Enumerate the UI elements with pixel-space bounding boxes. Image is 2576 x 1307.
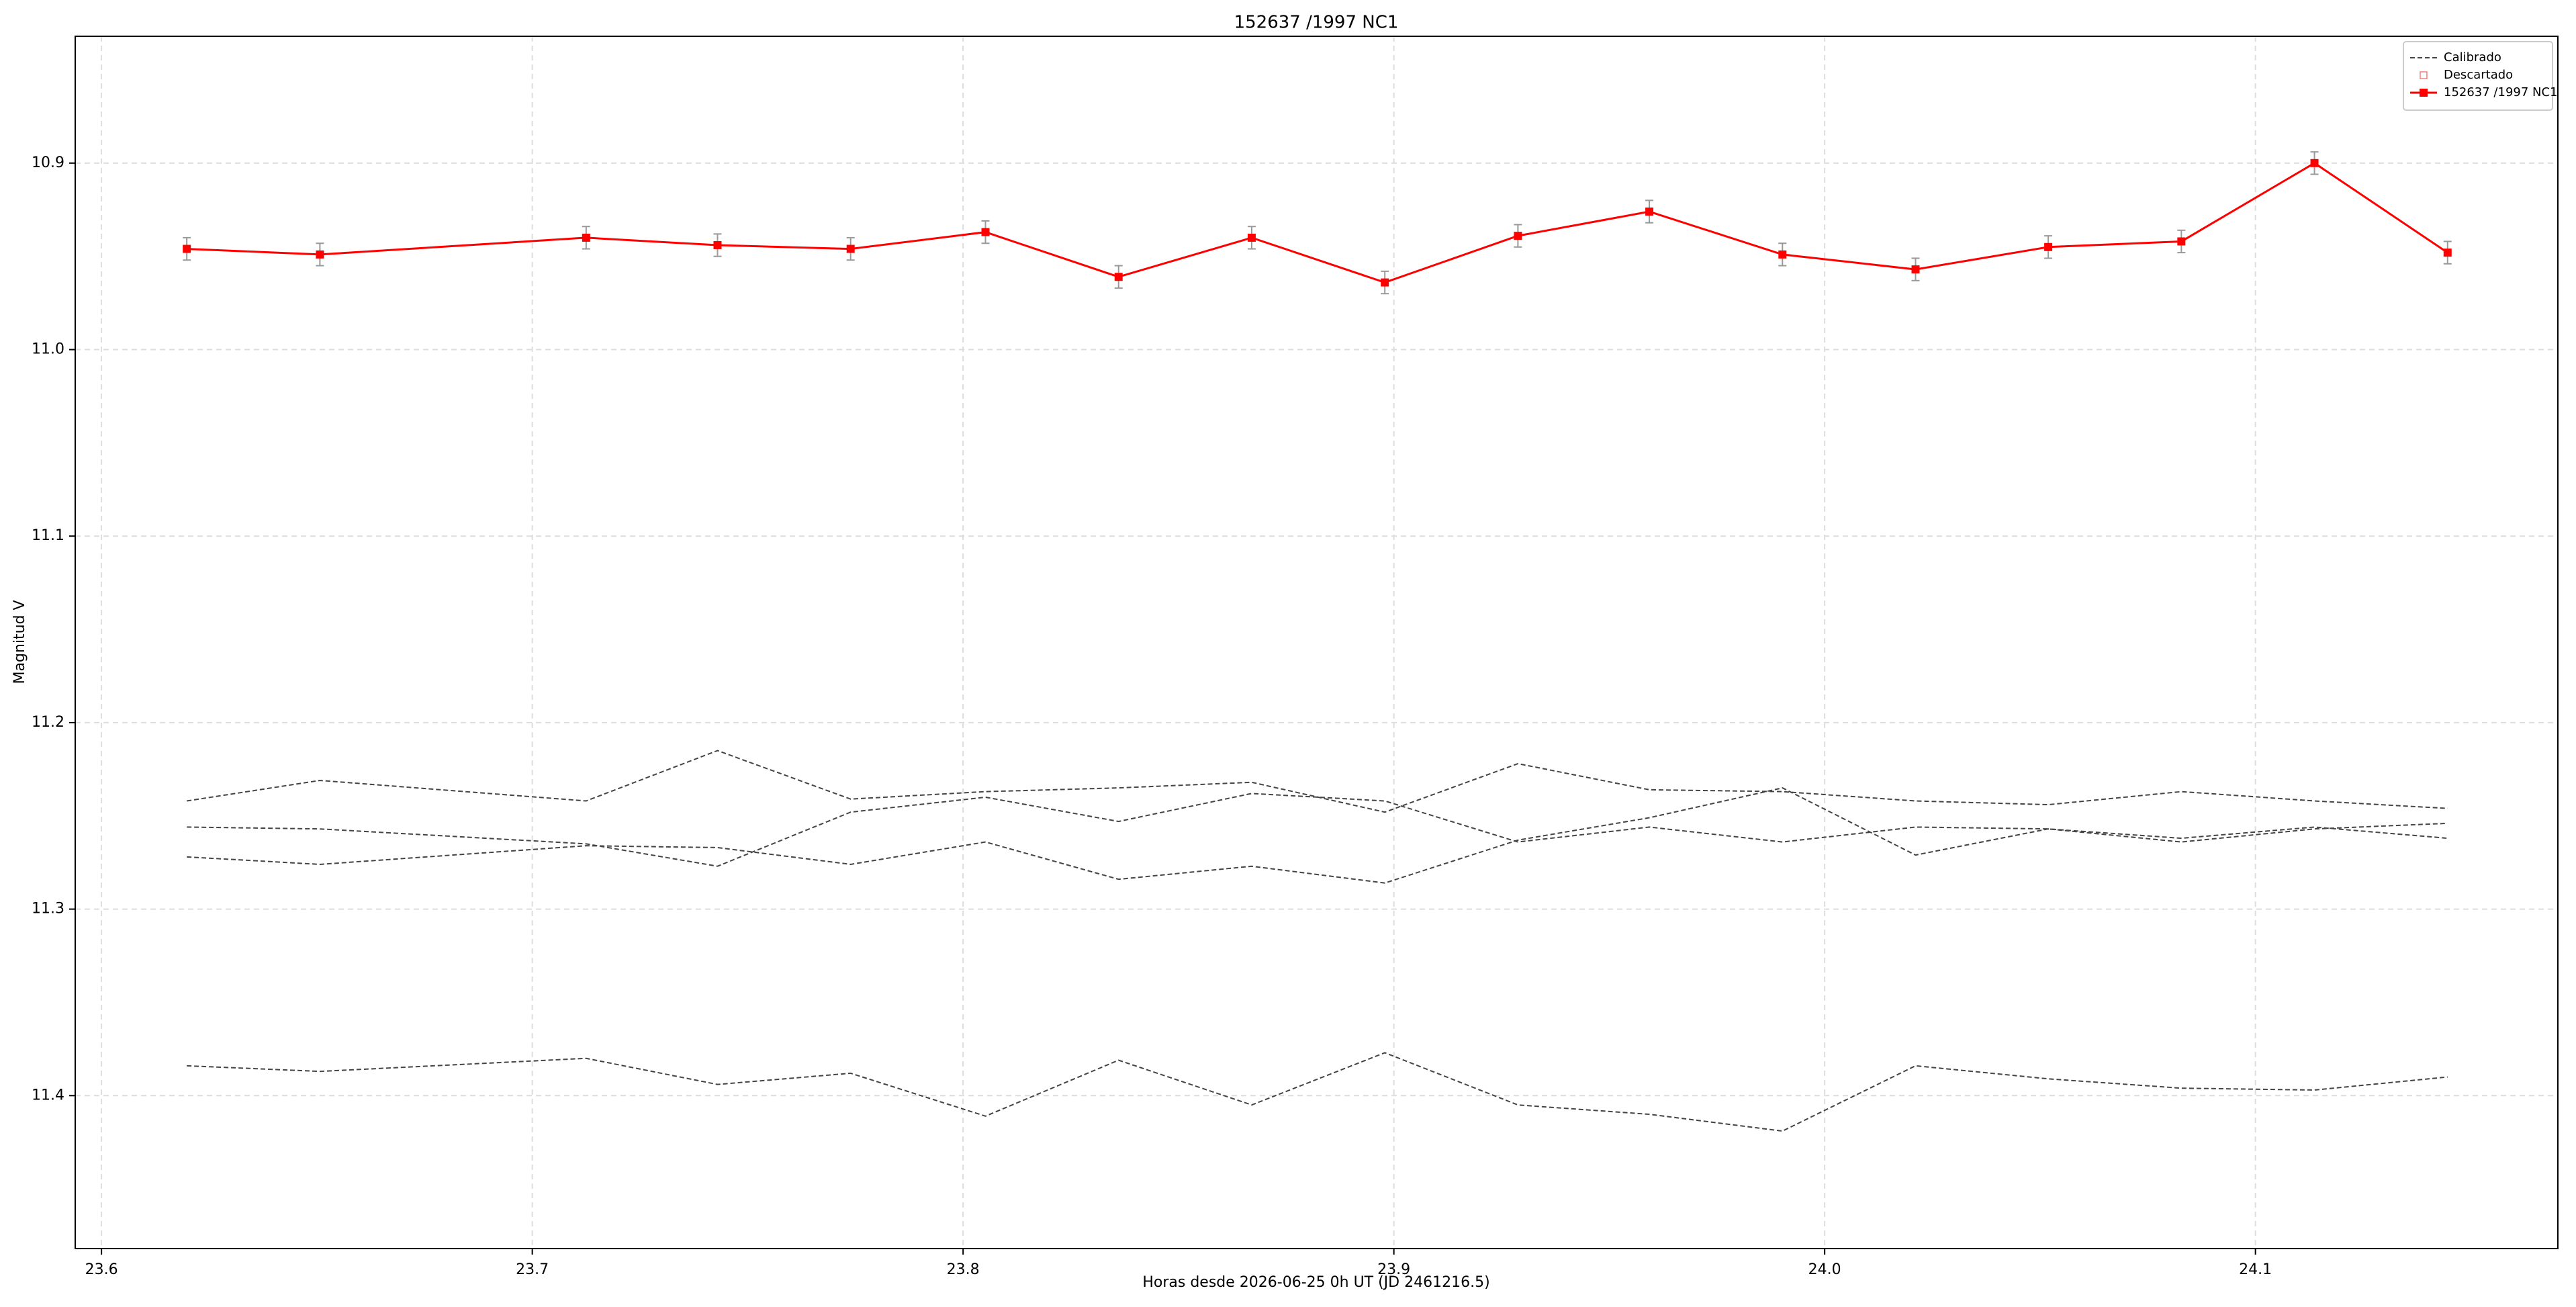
calibrated-line — [187, 1052, 2448, 1132]
calibrated-line — [186, 750, 2448, 813]
data-point — [2044, 242, 2053, 251]
series-line — [187, 162, 2448, 284]
data-point — [316, 250, 324, 259]
data-point — [1114, 273, 1123, 281]
x-tick-label: 23.7 — [516, 1261, 549, 1278]
x-axis-label: Horas desde 2026-06-25 0h UT (JD 2461216… — [1142, 1274, 1489, 1291]
x-tick-label: 23.6 — [85, 1261, 118, 1278]
data-point — [1645, 208, 1654, 216]
legend-box — [2403, 41, 2553, 111]
data-point — [846, 244, 855, 253]
legend-swatch — [2420, 89, 2428, 97]
data-point — [1911, 265, 1920, 274]
x-tick-label: 23.8 — [947, 1261, 980, 1278]
x-tick-label: 24.0 — [1808, 1261, 1841, 1278]
data-point — [1247, 233, 1256, 242]
data-point — [1381, 278, 1389, 287]
y-tick-label: 11.1 — [32, 527, 64, 544]
y-axis-label: Magnitud V — [11, 600, 28, 684]
data-point — [1514, 232, 1522, 240]
y-tick-label: 11.0 — [32, 341, 64, 358]
data-point — [2310, 159, 2319, 167]
data-point — [981, 228, 990, 236]
x-tick-label: 23.9 — [1377, 1261, 1410, 1278]
data-point — [1778, 250, 1787, 259]
y-tick-label: 11.3 — [32, 901, 64, 917]
calibrated-line — [187, 787, 2448, 884]
data-point — [183, 244, 191, 253]
y-tick-label: 11.2 — [32, 714, 64, 731]
legend-label: 152637 /1997 NC1 — [2444, 85, 2558, 99]
plot-frame — [75, 36, 2559, 1249]
calibrated-line — [187, 793, 2448, 867]
data-point — [2443, 249, 2452, 257]
legend-swatch — [2420, 71, 2428, 79]
x-tick-label: 24.1 — [2239, 1261, 2272, 1278]
data-point — [713, 241, 722, 250]
legend-label: Calibrado — [2444, 50, 2501, 64]
legend: Calibrado Descartado 152637 /1997 NC1 — [2403, 41, 2558, 111]
data-point — [582, 233, 590, 242]
chart-title: 152637 /1997 NC1 — [1234, 13, 1399, 33]
legend-label: Descartado — [2444, 68, 2513, 82]
y-tick-label: 10.9 — [32, 154, 64, 171]
y-tick-label: 11.4 — [32, 1087, 64, 1103]
data-point — [2177, 237, 2186, 246]
